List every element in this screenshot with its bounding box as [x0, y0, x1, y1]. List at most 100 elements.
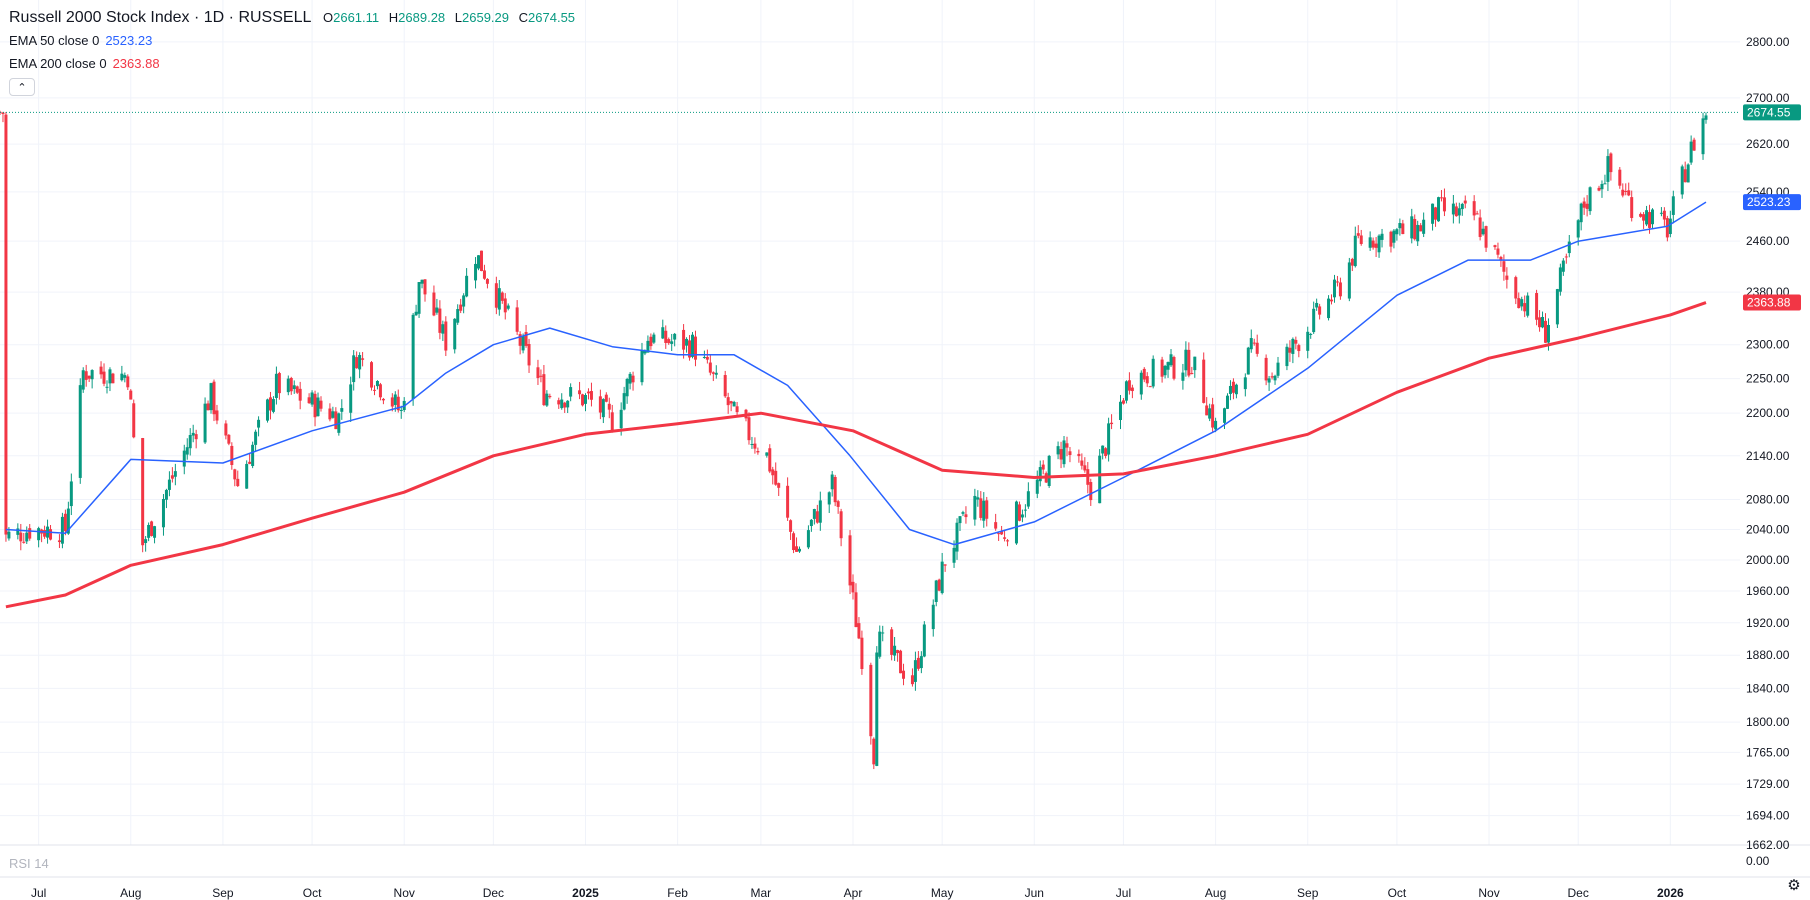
candle-body — [1523, 303, 1527, 312]
candle — [313, 390, 317, 427]
candle — [774, 462, 778, 486]
candle-body — [705, 356, 709, 360]
candle — [1142, 367, 1146, 383]
candle-body — [931, 604, 935, 630]
candle-body — [1205, 405, 1209, 416]
candle-body — [102, 371, 106, 384]
candle-body — [890, 629, 894, 655]
candle-body — [985, 500, 989, 519]
rsi-axis-label: 0.00 — [1746, 854, 1770, 868]
high-key: H — [388, 10, 399, 25]
candle — [765, 452, 769, 458]
candle-body — [1689, 141, 1693, 163]
candle — [1630, 190, 1634, 222]
candle-body — [147, 524, 151, 538]
candle-body — [1056, 446, 1060, 455]
candle — [215, 404, 219, 425]
candle-body — [1208, 408, 1212, 419]
candle — [224, 420, 228, 440]
candle — [667, 337, 671, 345]
candle-body — [1309, 333, 1313, 335]
candle — [566, 400, 570, 413]
candle — [485, 278, 489, 289]
candle-body — [1683, 169, 1687, 183]
candle-body — [1059, 449, 1063, 460]
rsi-label[interactable]: RSI 14 — [9, 856, 49, 871]
candle — [795, 537, 799, 552]
candle — [789, 519, 793, 540]
candle — [934, 579, 938, 607]
candle-body — [1306, 331, 1310, 351]
candle-body — [1166, 362, 1170, 370]
x-tick-label: 2025 — [572, 886, 599, 900]
candle — [1680, 164, 1684, 199]
x-tick-label: Mar — [751, 886, 772, 900]
candle — [1315, 298, 1319, 311]
candle — [414, 304, 418, 316]
candle — [836, 499, 840, 514]
candle — [1603, 174, 1607, 185]
candle — [1413, 214, 1417, 241]
candle — [265, 398, 269, 423]
candle — [1642, 212, 1646, 229]
candle — [1038, 460, 1042, 487]
candle — [691, 332, 695, 359]
gear-icon[interactable]: ⚙ — [1787, 877, 1801, 894]
candle — [503, 293, 507, 320]
open-key: O — [322, 10, 334, 25]
ema50-legend-row[interactable]: EMA 50 close 0 2523.23 — [9, 29, 581, 52]
candle-body — [265, 399, 269, 421]
candle — [1107, 417, 1111, 462]
ema200-label: EMA 200 close 0 — [9, 56, 107, 71]
collapse-legend-button[interactable]: ⌃ — [9, 78, 35, 96]
candle — [878, 625, 882, 659]
candle — [524, 324, 528, 348]
candle — [1187, 342, 1191, 378]
candle — [881, 625, 885, 642]
candle — [310, 390, 314, 407]
candle-body — [227, 434, 231, 444]
candle-body — [144, 539, 148, 544]
candle-body — [111, 373, 115, 384]
candle-body — [203, 403, 207, 443]
candle — [1083, 457, 1087, 473]
candle-body — [872, 738, 876, 765]
candle-body — [913, 660, 917, 682]
candle-body — [289, 377, 293, 392]
candle-body — [1338, 282, 1342, 297]
candle-body — [1148, 386, 1152, 388]
candle — [188, 428, 192, 456]
candle — [598, 389, 602, 420]
candle-body — [182, 450, 186, 467]
candle — [1437, 196, 1441, 222]
candle-body — [331, 411, 335, 418]
ema200-legend-row[interactable]: EMA 200 close 0 2363.88 — [9, 52, 581, 75]
candle-body — [688, 340, 692, 358]
candle-body — [1315, 302, 1319, 308]
candle — [328, 403, 332, 422]
ema50-price-tag-text: 2523.23 — [1747, 195, 1791, 209]
symbol-title[interactable]: Russell 2000 Stock Index · 1D · RUSSELL — [9, 9, 312, 26]
candle — [295, 385, 299, 395]
candle-body — [1014, 501, 1018, 544]
candle — [411, 312, 415, 406]
candle — [1514, 275, 1518, 305]
chevron-up-icon: ⌃ — [17, 82, 27, 94]
candle-body — [1481, 228, 1485, 235]
candle-body — [375, 380, 379, 387]
candle — [610, 404, 614, 433]
candle — [1130, 384, 1134, 399]
candle-body — [500, 292, 504, 301]
candle-body — [1499, 256, 1503, 260]
candle-body — [268, 397, 272, 411]
candle — [515, 300, 519, 335]
candle-body — [818, 500, 822, 523]
candle-body — [1555, 289, 1559, 325]
x-tick-label: Oct — [1388, 886, 1407, 900]
candle-body — [1065, 443, 1069, 448]
candle-body — [973, 495, 977, 520]
candle-body — [194, 434, 198, 440]
candle — [652, 332, 656, 344]
candle — [1228, 380, 1232, 401]
